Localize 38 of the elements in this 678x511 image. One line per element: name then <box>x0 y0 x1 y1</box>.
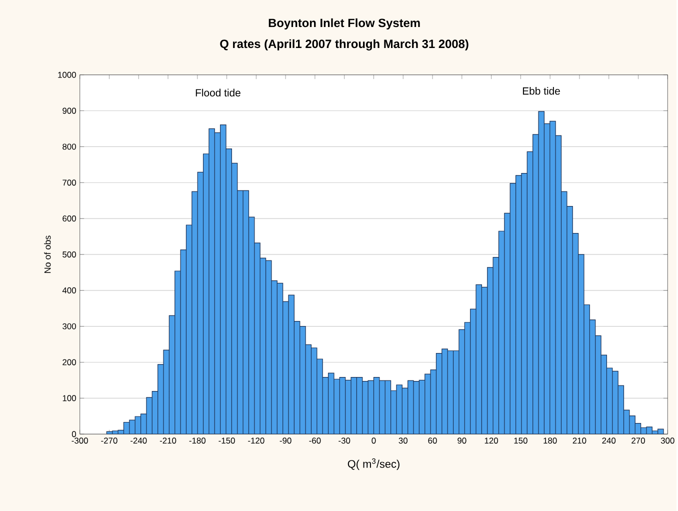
x-tick-label: 90 <box>458 438 466 444</box>
y-tick-label: 400 <box>62 287 76 294</box>
x-tick-label: 210 <box>572 438 586 444</box>
x-tick-label: 270 <box>632 438 645 444</box>
x-tick-label: -60 <box>309 438 321 444</box>
y-tick-label: 1000 <box>58 72 76 78</box>
x-axis-title: Q( m$^{3}$/sec) <box>348 458 400 470</box>
x-tick-label: -180 <box>189 438 206 444</box>
y-tick-label: 700 <box>62 180 76 186</box>
x-tick-label: -210 <box>160 438 176 444</box>
x-tick-label: 240 <box>602 438 616 444</box>
y-axis-title: No of obs <box>44 236 51 273</box>
x-tick-label: -90 <box>280 438 292 444</box>
x-tick-label: -270 <box>101 438 118 444</box>
y-tick-label: 100 <box>62 395 76 402</box>
x-tick-label: -240 <box>130 438 147 444</box>
x-tick-label: 120 <box>484 438 498 444</box>
x-tick-label: 300 <box>660 438 674 444</box>
y-tick-label: 600 <box>62 216 76 222</box>
y-tick-label: 300 <box>62 323 76 330</box>
y-tick-label: 200 <box>62 359 76 366</box>
x-tick-label: 30 <box>398 438 408 444</box>
x-tick-label: 180 <box>544 438 557 444</box>
y-tick-label: 500 <box>62 252 76 258</box>
x-tick-label: -120 <box>248 438 264 444</box>
annotation: Ebb tide <box>522 87 560 95</box>
x-tick-label: 60 <box>428 438 437 444</box>
annotation: Flood tide <box>196 88 240 97</box>
y-tick-label: 800 <box>62 144 76 150</box>
y-tick-label: 0 <box>72 431 76 438</box>
y-tick-label: 900 <box>62 108 76 114</box>
x-tick-label: 0 <box>372 438 376 444</box>
x-tick-label: -300 <box>72 438 88 444</box>
x-tick-label: -30 <box>338 438 350 444</box>
chart-title: Boynton Inlet Flow System <box>268 18 420 30</box>
chart-subtitle: Q rates (April1 2007 through March 31 2008) <box>220 39 468 51</box>
x-tick-label: 150 <box>514 438 528 444</box>
x-tick-label: -150 <box>218 438 235 444</box>
